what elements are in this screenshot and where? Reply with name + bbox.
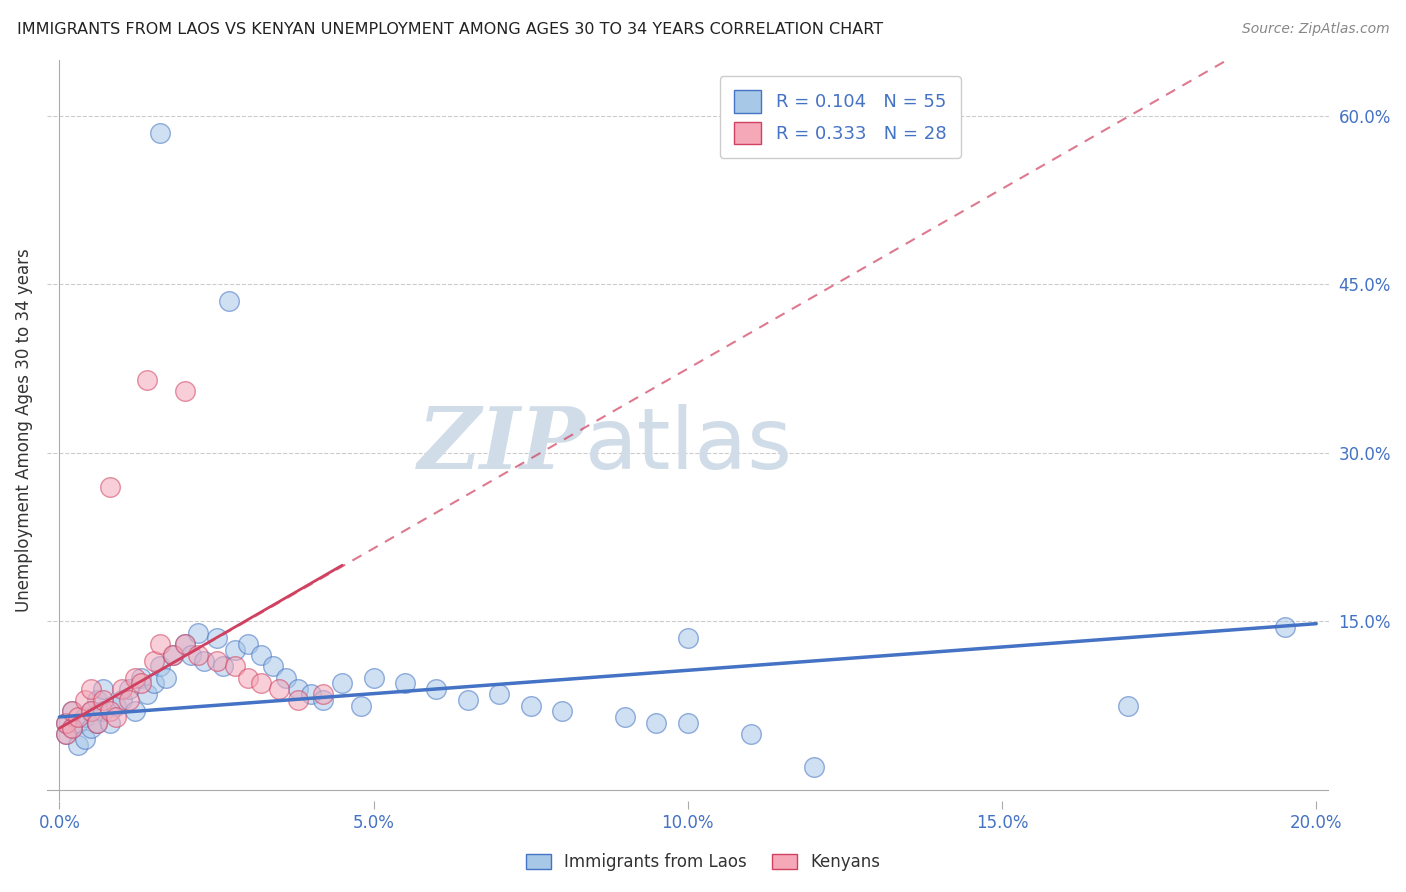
Y-axis label: Unemployment Among Ages 30 to 34 years: Unemployment Among Ages 30 to 34 years [15,249,32,612]
Point [287,693,309,707]
Point [124,704,146,718]
Text: IMMIGRANTS FROM LAOS VS KENYAN UNEMPLOYMENT AMONG AGES 30 TO 34 YEARS CORRELATIO: IMMIGRANTS FROM LAOS VS KENYAN UNEMPLOYM… [17,22,883,37]
Point [93,693,115,707]
Point [136,373,159,387]
Point [60,721,83,735]
Text: ZIP: ZIP [418,403,585,487]
Point [105,698,128,713]
Text: Source: ZipAtlas.com: Source: ZipAtlas.com [1241,22,1389,37]
Point [211,659,233,673]
Point [73,693,96,707]
Point [55,715,77,730]
Point [80,704,103,718]
Point [98,704,121,718]
Point [551,704,574,718]
Point [67,738,90,752]
Point [287,681,309,696]
Point [205,654,228,668]
Point [224,659,246,673]
Point [129,676,152,690]
Text: atlas: atlas [585,404,793,487]
Point [73,710,96,724]
Point [111,681,134,696]
Point [111,693,134,707]
Point [149,637,172,651]
Point [394,676,416,690]
Point [98,715,121,730]
Point [60,721,83,735]
Point [174,637,197,651]
Point [142,654,165,668]
Point [162,648,184,662]
Point [1116,698,1139,713]
Point [676,715,699,730]
Point [129,671,152,685]
Point [142,676,165,690]
Point [740,727,762,741]
Point [187,625,209,640]
Point [645,715,668,730]
Point [174,637,197,651]
Point [457,693,479,707]
Point [180,648,202,662]
Point [117,681,139,696]
Point [363,671,385,685]
Point [205,632,228,646]
Point [93,681,115,696]
Point [299,688,322,702]
Point [174,384,197,398]
Point [488,688,510,702]
Point [55,715,77,730]
Point [55,727,77,741]
Point [73,732,96,747]
Point [155,671,177,685]
Point [117,693,139,707]
Point [67,715,90,730]
Point [124,671,146,685]
Point [80,721,103,735]
Point [676,632,699,646]
Point [60,704,83,718]
Legend: Immigrants from Laos, Kenyans: Immigrants from Laos, Kenyans [517,845,889,880]
Point [224,642,246,657]
Point [312,688,335,702]
Point [98,479,121,493]
Point [55,727,77,741]
Point [519,698,541,713]
Point [60,704,83,718]
Point [425,681,447,696]
Point [86,715,108,730]
Point [80,704,103,718]
Point [86,693,108,707]
Point [193,654,215,668]
Point [67,710,90,724]
Point [614,710,637,724]
Point [149,126,172,140]
Point [93,704,115,718]
Point [136,688,159,702]
Point [218,294,240,309]
Point [80,681,103,696]
Point [162,648,184,662]
Point [236,637,259,651]
Legend: R = 0.104   N = 55, R = 0.333   N = 28: R = 0.104 N = 55, R = 0.333 N = 28 [720,76,960,158]
Point [187,648,209,662]
Point [803,760,825,774]
Point [249,676,271,690]
Point [262,659,284,673]
Point [312,693,335,707]
Point [330,676,353,690]
Point [1274,620,1296,634]
Point [269,681,291,696]
Point [105,710,128,724]
Point [86,715,108,730]
Point [149,659,172,673]
Point [236,671,259,685]
Point [350,698,373,713]
Point [274,671,297,685]
Point [249,648,271,662]
